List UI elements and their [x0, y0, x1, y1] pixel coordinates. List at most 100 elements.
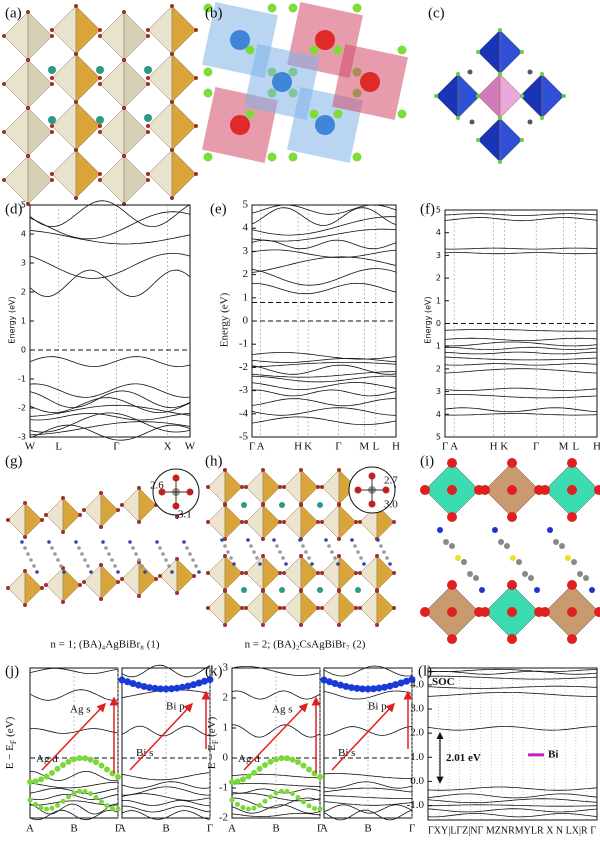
band-line [251, 282, 397, 295]
octahedron-face [99, 155, 125, 205]
y-tick-label: 4.0 [410, 678, 424, 690]
atom [146, 172, 150, 176]
metal-atom [315, 30, 335, 50]
chain-atom [86, 564, 90, 568]
halide [267, 152, 277, 162]
band-line [444, 368, 598, 374]
k-label: Γ [207, 823, 213, 835]
k-label: H [490, 441, 498, 453]
y-tick-label: -3 [239, 384, 249, 396]
atom [282, 571, 286, 575]
band-line [444, 387, 598, 391]
atom [456, 72, 460, 76]
atom [61, 530, 65, 534]
fat-dot [326, 678, 333, 686]
fat-dot [71, 756, 77, 763]
k-label: A [228, 823, 236, 835]
atom [44, 513, 48, 517]
atom [26, 202, 30, 206]
fat-dot [115, 773, 121, 780]
chain-atom [443, 539, 449, 545]
band-line [29, 412, 191, 421]
fat-dot [32, 778, 39, 785]
panel-label: (k) [205, 663, 223, 679]
halide [333, 45, 343, 55]
y-axis-label: Energy (eV) [8, 296, 17, 343]
band-line [251, 239, 397, 250]
chain-atom [336, 562, 340, 566]
band-line [427, 726, 598, 731]
panel-label: (e) [210, 201, 227, 217]
chain-atom [229, 556, 233, 560]
fat-dot [273, 756, 279, 763]
chain-atom [47, 540, 51, 544]
band-line [427, 668, 598, 672]
chain-atom [232, 562, 236, 566]
fat-dot [278, 755, 285, 762]
atom [594, 607, 600, 617]
chain-atom [89, 570, 93, 574]
y-tick-label: 1 [436, 342, 441, 351]
atom [447, 634, 457, 644]
cation [467, 69, 473, 75]
chain-atom [388, 562, 392, 566]
y-tick-label: 1 [21, 317, 26, 326]
chain-atom [194, 564, 198, 568]
atom [120, 577, 124, 581]
fat-dot [353, 684, 361, 692]
band-line [445, 394, 598, 399]
chain-atom [107, 552, 111, 556]
band-line [427, 804, 598, 807]
fat-dot [246, 806, 251, 812]
fat-dot [98, 762, 105, 769]
atom [172, 502, 180, 510]
y-tick-label: -1.0 [407, 799, 425, 811]
band-line [29, 383, 191, 398]
atom [158, 574, 162, 578]
chain-atom [362, 562, 366, 566]
atom [98, 130, 102, 134]
fat-dot [43, 773, 50, 780]
atom [420, 607, 430, 617]
fat-dot [162, 685, 170, 693]
octahedron-face [121, 561, 140, 597]
atom [567, 580, 577, 590]
chain-atom [324, 538, 328, 542]
atom [392, 571, 396, 575]
atom [368, 472, 376, 480]
k-label: Γ [115, 823, 121, 835]
y-tick-label: 1 [436, 296, 441, 305]
chain-atom [510, 555, 516, 561]
y-axis-label-part: F [211, 739, 220, 744]
atom [137, 486, 141, 490]
y-tick-label: 5 [21, 201, 26, 210]
atom [299, 468, 303, 472]
fat-dot [306, 803, 312, 809]
atom [170, 100, 174, 104]
octahedron-face [283, 504, 302, 540]
octahedron-face [62, 497, 81, 533]
fat-dot [348, 684, 355, 692]
band-line [121, 725, 211, 737]
atom [192, 574, 196, 578]
octahedron-face [159, 558, 178, 594]
cation [527, 69, 533, 75]
y-axis-label-part: E − E [206, 744, 218, 769]
atom [98, 82, 102, 86]
y-tick-label: 0.0 [410, 775, 424, 787]
octahedron-face [321, 555, 340, 591]
octahedron-face [100, 564, 119, 600]
band-line [121, 781, 211, 789]
fat-dot [251, 805, 257, 811]
chain-atom [252, 550, 256, 554]
halide [309, 109, 319, 119]
panel-label: (g) [5, 453, 23, 469]
atom [170, 148, 174, 152]
fat-dot [88, 791, 93, 797]
atom [223, 554, 227, 558]
band-line [29, 689, 119, 701]
panel-label: (f) [420, 201, 435, 217]
atom [240, 485, 244, 489]
metal-atom [230, 30, 250, 50]
atom [358, 520, 362, 524]
